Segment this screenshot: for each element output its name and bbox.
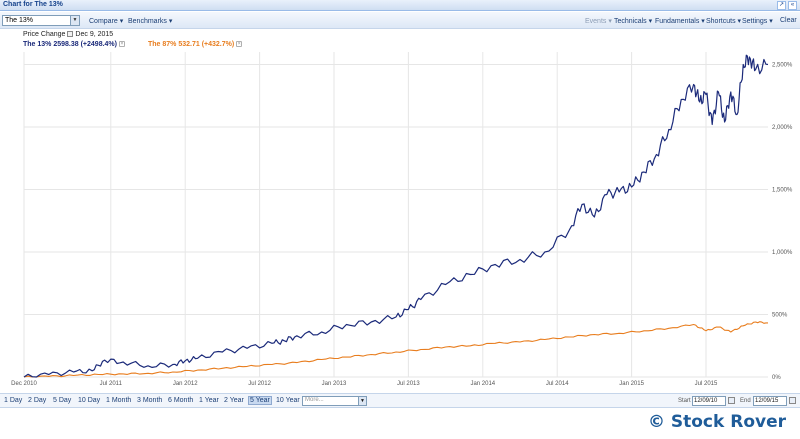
chevron-down-icon[interactable]: ▼ (70, 16, 79, 25)
settings-menu[interactable]: Settings ▾ (742, 18, 773, 25)
clear-button[interactable]: Clear (780, 17, 797, 24)
symbol-combo[interactable]: The 13% ▼ (2, 15, 80, 26)
y-tick-label: 0% (772, 375, 781, 381)
x-tick-label: Jul 2015 (695, 381, 718, 387)
symbol-combo-value: The 13% (5, 17, 34, 24)
events-menu[interactable]: Events ▾ (585, 18, 612, 25)
x-tick-label: Jan 2014 (470, 381, 495, 387)
chart-toolbar: The 13% ▼ Compare ▾ Benchmarks ▾ Events … (0, 12, 800, 29)
y-tick-label: 500% (772, 313, 788, 319)
close-icon[interactable]: × (236, 41, 243, 48)
series-line-the-13 (23, 54, 769, 378)
fundamentals-menu[interactable]: Fundamentals ▾ (655, 18, 705, 25)
technicals-menu[interactable]: Technicals ▾ (614, 18, 653, 25)
calendar-icon[interactable] (728, 397, 735, 404)
shortcuts-menu[interactable]: Shortcuts ▾ (706, 18, 742, 25)
range-button-1-day[interactable]: 1 Day (4, 397, 23, 404)
y-tick-label: 2,000% (772, 125, 793, 131)
legend-item-the-87: The 87% 532.71 (+432.7%) × (148, 41, 243, 48)
end-date-label: End (740, 398, 751, 404)
range-button-3-month[interactable]: 3 Month (137, 397, 163, 404)
y-tick-label: 1,000% (772, 250, 793, 256)
legend-label: The 13% 2598.38 (+2498.4%) (23, 41, 117, 48)
close-icon[interactable]: × (118, 41, 125, 48)
compare-menu[interactable]: Compare ▾ (89, 18, 124, 25)
x-tick-label: Dec 2010 (11, 381, 37, 387)
start-date-label: Start (678, 398, 691, 404)
start-date-field[interactable]: 12/09/10 (692, 396, 726, 406)
range-button-6-month[interactable]: 6 Month (168, 397, 194, 404)
more-range-placeholder: More... (305, 397, 324, 403)
x-tick-label: Jul 2011 (100, 381, 123, 387)
window-title: Chart for The 13% (3, 1, 63, 8)
calendar-icon[interactable] (67, 31, 74, 38)
x-tick-label: Jul 2012 (248, 381, 271, 387)
y-tick-label: 1,500% (772, 188, 793, 194)
range-button-1-year[interactable]: 1 Year (199, 397, 219, 404)
legend-item-the-13: The 13% 2598.38 (+2498.4%) × (23, 41, 125, 48)
range-button-2-year[interactable]: 2 Year (224, 397, 244, 404)
range-selector-bar: 1 Day 2 Day 5 Day 10 Day 1 Month 3 Month… (0, 393, 800, 408)
more-range-combo[interactable]: More... ▼ (302, 396, 367, 406)
x-tick-label: Jan 2012 (173, 381, 198, 387)
chart-window-titlebar: Chart for The 13% ↗ « (0, 0, 800, 11)
price-change-date: Dec 9, 2015 (75, 31, 114, 38)
price-chart[interactable]: Dec 2010 Jul 2011 Jan 2012 Jul 2012 Jan 2013… (0, 50, 800, 393)
range-button-10-day[interactable]: 10 Day (78, 397, 101, 404)
legend-label: The 87% 532.71 (+432.7%) (148, 41, 235, 48)
series-line-the-87 (23, 321, 768, 378)
range-button-5-year[interactable]: 5 Year (248, 396, 272, 405)
benchmarks-menu[interactable]: Benchmarks ▾ (128, 18, 173, 25)
price-change-header: Price Change Dec 9, 2015 (23, 31, 113, 38)
calendar-icon[interactable] (789, 397, 796, 404)
range-button-2-day[interactable]: 2 Day (28, 397, 47, 404)
x-tick-label: Jan 2015 (619, 381, 644, 387)
range-button-1-month[interactable]: 1 Month (106, 397, 132, 404)
collapse-button[interactable]: « (788, 1, 797, 10)
x-tick-label: Jul 2013 (397, 381, 420, 387)
chevron-down-icon[interactable]: ▼ (358, 397, 366, 405)
price-change-label: Price Change (23, 31, 66, 38)
range-button-10-year[interactable]: 10 Year (276, 397, 300, 404)
end-date-field[interactable]: 12/09/15 (753, 396, 787, 406)
popout-button[interactable]: ↗ (777, 1, 786, 10)
stock-rover-watermark: © Stock Rover (647, 412, 786, 432)
y-tick-label: 2,500% (772, 63, 793, 69)
x-tick-label: Jul 2014 (546, 381, 569, 387)
range-button-5-day[interactable]: 5 Day (53, 397, 72, 404)
x-tick-label: Jan 2013 (322, 381, 347, 387)
